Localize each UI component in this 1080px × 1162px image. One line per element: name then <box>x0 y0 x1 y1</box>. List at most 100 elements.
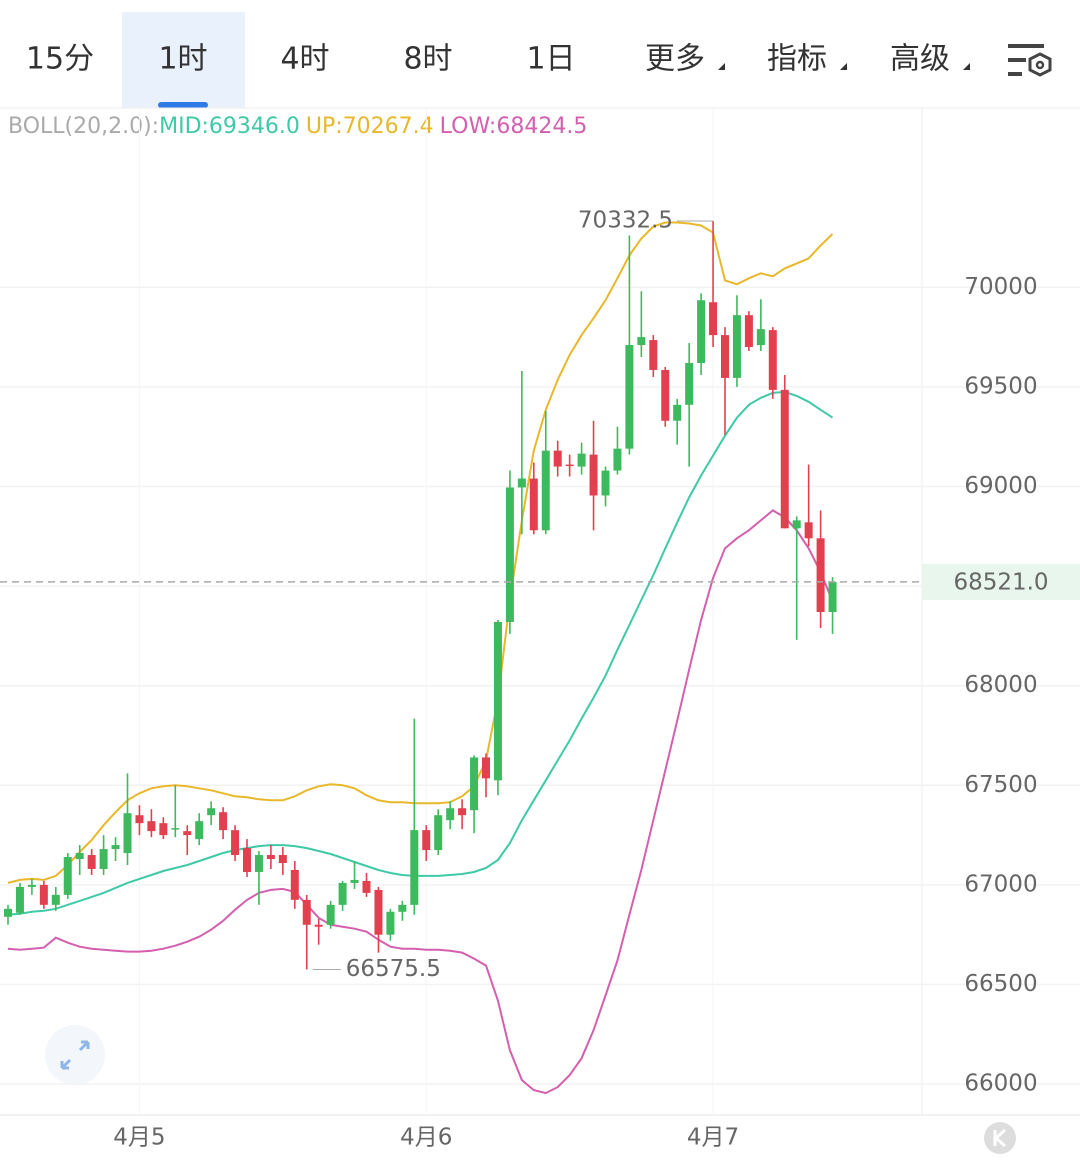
candle-body <box>254 855 263 872</box>
tab[interactable]: 更多 <box>645 42 705 77</box>
candle-body <box>123 813 132 854</box>
legend-mid: MID:69346.0 <box>159 114 300 139</box>
candle-body <box>804 522 813 539</box>
candle-body <box>529 478 538 531</box>
candle-body <box>649 340 658 370</box>
y-tick-label: 70000 <box>964 274 1037 300</box>
candle-body <box>661 369 670 421</box>
active-tab-underline <box>158 102 208 108</box>
tab[interactable]: 指标 <box>767 42 827 77</box>
candle-body <box>183 831 192 836</box>
candle-body <box>768 330 777 390</box>
candle-body <box>541 450 550 531</box>
y-tick-label: 69000 <box>964 473 1037 499</box>
candle-body <box>625 345 634 449</box>
candle-body <box>780 389 789 529</box>
last-price-box <box>922 563 1080 600</box>
candle-body <box>434 815 443 851</box>
active-tab-bg <box>122 12 245 108</box>
expand-button[interactable] <box>45 1025 105 1085</box>
boll-line <box>7 390 834 916</box>
dropdown-caret <box>718 63 725 70</box>
candle-body <box>15 886 24 913</box>
candle-body <box>350 879 359 883</box>
tab[interactable]: 1时 <box>158 42 207 77</box>
candle-body <box>99 849 108 869</box>
candle-body <box>374 889 383 935</box>
candle-body <box>721 335 729 378</box>
y-tick-label: 67500 <box>964 772 1037 798</box>
candle-body <box>207 808 216 816</box>
x-tick-label: 4月6 <box>400 1125 452 1151</box>
candle-body <box>577 453 586 467</box>
candle-body <box>601 470 610 496</box>
candle-body <box>398 904 407 912</box>
candle-body <box>4 908 12 917</box>
y-tick-label: 66500 <box>964 971 1037 997</box>
candle-body <box>709 302 718 336</box>
candle-body <box>673 404 682 421</box>
candle-body <box>111 845 120 850</box>
candle-body <box>159 823 168 836</box>
candle-body <box>51 894 60 905</box>
candle-body <box>243 848 251 872</box>
tab[interactable]: 高级 <box>890 42 950 77</box>
candle-body <box>290 869 299 900</box>
candle-body <box>493 621 502 781</box>
candle-body <box>219 812 228 831</box>
k-button[interactable] <box>984 1122 1016 1154</box>
candle-body <box>505 487 514 622</box>
boll-line <box>7 221 834 884</box>
dropdown-caret <box>840 63 847 70</box>
candle-body <box>517 478 526 488</box>
candle-body <box>362 880 371 893</box>
y-tick-label: 67000 <box>964 871 1037 897</box>
candle-body <box>386 911 395 935</box>
tab[interactable]: 8时 <box>403 42 452 77</box>
candle-body <box>446 808 455 821</box>
legend-up: UP:70267.4 <box>306 114 434 139</box>
candle-body <box>302 899 311 925</box>
candle-body <box>135 815 144 824</box>
y-tick-label: 69500 <box>964 373 1037 399</box>
candle-body <box>27 884 36 887</box>
candle-body <box>828 581 837 612</box>
candle-body <box>326 904 335 925</box>
candle-body <box>278 855 287 864</box>
dropdown-caret <box>963 63 970 70</box>
legend-low: LOW:68424.5 <box>440 114 588 139</box>
candle-body <box>266 855 275 860</box>
y-tick-label: 66000 <box>964 1071 1037 1097</box>
candle-body <box>553 450 562 467</box>
candle-body <box>613 448 622 471</box>
candle-body <box>338 882 347 905</box>
candle-body <box>697 300 706 363</box>
tab[interactable]: 4时 <box>280 42 329 77</box>
tab[interactable]: 1日 <box>526 42 575 77</box>
boll-line <box>7 509 834 1095</box>
tab[interactable]: 15分 <box>26 42 94 77</box>
candle-body <box>422 830 431 851</box>
low-annotation: 66575.5 <box>346 956 441 982</box>
x-tick-label: 4月7 <box>687 1125 739 1151</box>
candle-body <box>231 830 240 856</box>
y-tick-label: 68000 <box>964 672 1037 698</box>
high-annotation: 70332.5 <box>578 208 673 234</box>
indicator-name: BOLL(20,2.0): <box>8 114 159 139</box>
candle-body <box>482 757 490 779</box>
candle-body <box>637 337 646 346</box>
candle-body <box>63 857 72 895</box>
candle-body <box>732 315 741 378</box>
indicator-legend: BOLL(20,2.0):MID:69346.0 UP:70267.4 LOW:68… <box>8 114 587 139</box>
candle-body <box>685 362 694 405</box>
candle-body <box>39 884 48 905</box>
candle-body <box>410 830 419 905</box>
last-price-label: 68521.0 <box>953 569 1048 595</box>
candle-body <box>75 853 84 860</box>
settings-icon[interactable] <box>1008 44 1052 77</box>
candle-body <box>589 454 598 496</box>
candle-body <box>792 520 801 529</box>
candle-body <box>195 821 204 840</box>
